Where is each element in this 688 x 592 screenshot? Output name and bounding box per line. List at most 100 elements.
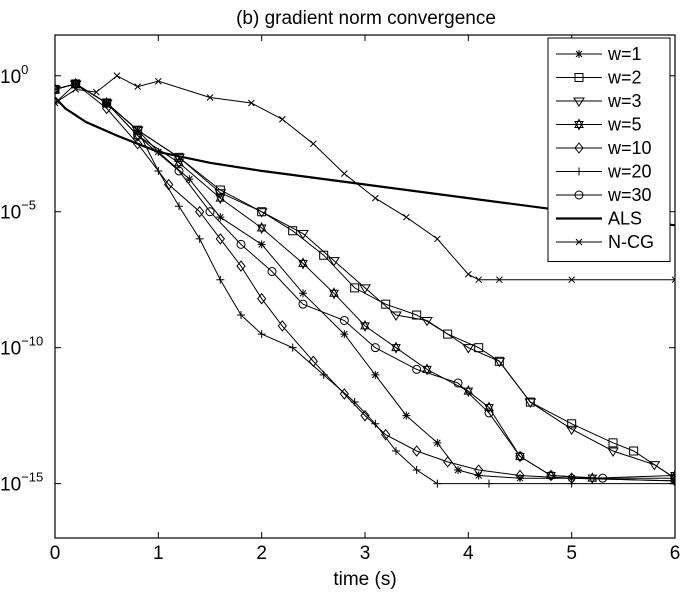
data-point bbox=[359, 284, 371, 294]
data-point bbox=[55, 85, 59, 94]
data-point bbox=[173, 153, 185, 164]
data-point bbox=[236, 239, 246, 249]
data-point bbox=[454, 466, 462, 475]
series-markers bbox=[55, 72, 675, 284]
data-point bbox=[340, 330, 349, 339]
series-als bbox=[55, 96, 675, 227]
data-point bbox=[299, 289, 307, 298]
data-point bbox=[495, 276, 503, 284]
data-point bbox=[371, 370, 380, 379]
data-point bbox=[433, 235, 441, 243]
series-line bbox=[55, 96, 675, 227]
data-point bbox=[339, 315, 349, 325]
legend-marker bbox=[575, 50, 583, 58]
legend-label: w=30 bbox=[607, 185, 652, 205]
series-line bbox=[55, 83, 675, 482]
x-tick-label: 5 bbox=[566, 543, 577, 564]
data-point bbox=[565, 425, 578, 436]
legend-entry: w=20 bbox=[556, 162, 652, 182]
data-point bbox=[185, 175, 194, 184]
legend-label: w=3 bbox=[607, 91, 642, 111]
data-point bbox=[412, 445, 422, 457]
data-point bbox=[443, 329, 453, 339]
data-point bbox=[154, 77, 162, 85]
data-point bbox=[462, 344, 475, 354]
data-point bbox=[205, 207, 215, 217]
data-point bbox=[195, 205, 205, 218]
data-point bbox=[371, 194, 379, 202]
data-point bbox=[297, 229, 309, 240]
data-point bbox=[206, 94, 214, 101]
series-markers bbox=[55, 79, 675, 488]
legend-marker bbox=[575, 167, 583, 176]
data-point bbox=[102, 98, 112, 108]
y-tick-label: 100 bbox=[0, 62, 28, 88]
data-point bbox=[485, 479, 493, 488]
y-tick-label: 10−10 bbox=[0, 334, 43, 360]
legend-entry: N-CG bbox=[556, 232, 654, 252]
data-point bbox=[237, 311, 245, 320]
legend-marker bbox=[574, 118, 584, 131]
data-point bbox=[568, 276, 576, 284]
data-point bbox=[55, 84, 60, 94]
data-point bbox=[236, 260, 246, 272]
legend-label: ALS bbox=[608, 209, 642, 229]
data-point bbox=[72, 86, 80, 93]
data-point bbox=[350, 283, 360, 293]
data-point bbox=[546, 470, 556, 480]
series-line bbox=[55, 83, 675, 479]
legend-box bbox=[547, 37, 671, 262]
legend-marker bbox=[575, 238, 583, 246]
data-point bbox=[309, 140, 317, 148]
data-point bbox=[288, 226, 298, 236]
legend-entry: w=10 bbox=[556, 138, 652, 158]
data-point bbox=[113, 72, 121, 80]
data-point bbox=[257, 207, 267, 217]
data-point bbox=[175, 202, 183, 211]
y-tick-label: 10−15 bbox=[0, 470, 43, 496]
x-tick-label: 3 bbox=[360, 543, 371, 564]
data-point bbox=[567, 419, 577, 429]
data-point bbox=[370, 343, 380, 353]
data-point bbox=[216, 275, 225, 284]
x-axis-label: time (s) bbox=[333, 569, 396, 590]
data-point bbox=[133, 126, 142, 135]
data-point bbox=[339, 388, 349, 400]
data-point bbox=[278, 115, 286, 123]
data-point bbox=[391, 341, 401, 354]
legend-label: w=5 bbox=[607, 115, 642, 135]
legend-entry: w=2 bbox=[556, 68, 642, 88]
data-point bbox=[648, 461, 661, 471]
data-point bbox=[216, 213, 225, 222]
y-tick-label: 10−5 bbox=[0, 198, 36, 224]
data-point bbox=[433, 479, 442, 488]
legend-label: w=20 bbox=[607, 162, 652, 182]
data-point bbox=[453, 378, 463, 388]
data-point bbox=[390, 311, 402, 321]
data-point bbox=[567, 479, 576, 488]
legend-label: N-CG bbox=[608, 232, 654, 252]
legend-marker bbox=[574, 73, 584, 82]
data-point bbox=[329, 287, 339, 300]
data-point bbox=[670, 475, 675, 487]
legend-marker bbox=[574, 142, 584, 154]
data-point bbox=[381, 428, 391, 441]
legend-marker bbox=[574, 190, 584, 200]
data-point bbox=[215, 233, 225, 245]
data-point bbox=[525, 397, 535, 407]
data-point bbox=[55, 83, 60, 96]
data-point bbox=[443, 456, 453, 468]
data-point bbox=[484, 401, 494, 414]
data-point bbox=[381, 299, 391, 309]
legend-label: w=2 bbox=[607, 68, 642, 88]
data-point bbox=[360, 409, 370, 422]
plot-area bbox=[55, 72, 675, 488]
data-point bbox=[671, 276, 675, 284]
legend-marker bbox=[573, 97, 585, 107]
x-tick-label: 1 bbox=[153, 543, 164, 564]
data-point bbox=[371, 419, 380, 428]
data-point bbox=[484, 408, 494, 418]
data-point bbox=[392, 446, 400, 455]
data-point bbox=[319, 370, 328, 379]
